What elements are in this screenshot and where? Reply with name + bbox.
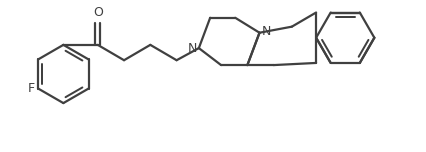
Text: N: N	[262, 25, 271, 38]
Text: F: F	[28, 82, 35, 95]
Text: O: O	[93, 6, 103, 19]
Text: N: N	[187, 42, 197, 55]
